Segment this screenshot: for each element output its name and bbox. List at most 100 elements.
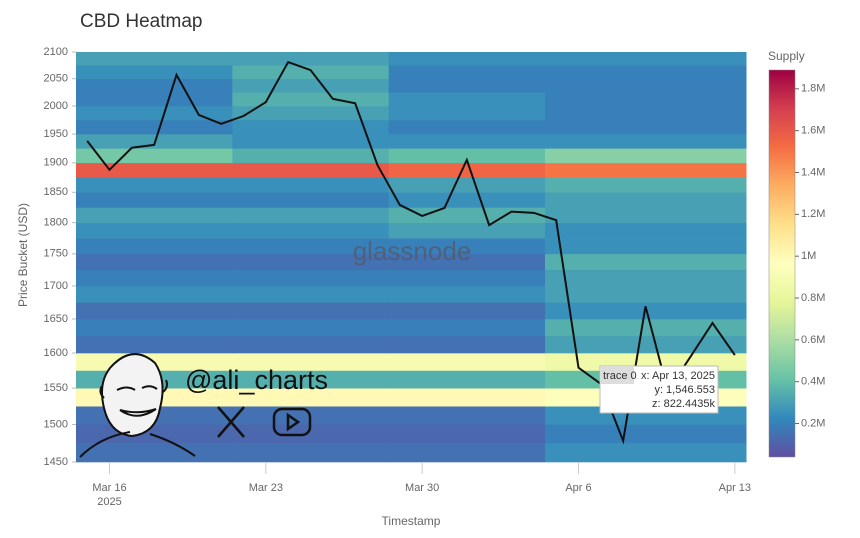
heatmap-cell	[545, 285, 747, 303]
heatmap-cell	[388, 285, 546, 303]
heatmap-cell	[388, 318, 546, 337]
y-tick-label: 1750	[44, 248, 68, 260]
y-tick-label: 1600	[44, 347, 68, 359]
heatmap-cell	[545, 192, 747, 208]
y-tick-label: 1900	[44, 157, 68, 169]
heatmap-cell	[545, 424, 747, 444]
colorbar-tick-label: 1.6M	[801, 125, 825, 137]
heatmap-cell	[388, 192, 546, 208]
heatmap-cell	[232, 52, 390, 66]
heatmap-cell	[76, 269, 233, 287]
colorbar-tick-label: 1.4M	[801, 166, 825, 178]
y-tick-label: 1850	[44, 186, 68, 198]
axes: 1450 1500 1550 1600 1650 1700 1750 1800 1850 1900…	[44, 46, 752, 508]
heatmap-cell	[388, 207, 546, 223]
heatmap-cell	[76, 78, 233, 93]
heatmap-cell	[76, 92, 233, 107]
heatmap-cell	[232, 134, 390, 149]
heatmap-cell	[76, 443, 233, 463]
heatmap-cell	[388, 52, 546, 66]
heatmap-cell	[76, 424, 233, 444]
heatmap-cell	[76, 302, 233, 320]
heatmap-cell	[232, 443, 390, 463]
tooltip-x: x: Apr 13, 2025	[641, 370, 715, 382]
heatmap-cell	[76, 253, 233, 271]
heatmap-cell	[545, 52, 747, 66]
y-tick-label: 1500	[44, 418, 68, 430]
heatmap-cell	[545, 92, 747, 107]
heatmap-cell	[388, 177, 546, 193]
heatmap-cell	[388, 222, 546, 239]
heatmap-cell	[76, 222, 233, 239]
heatmap-cell	[545, 148, 747, 164]
heatmap-cell	[545, 222, 747, 239]
y-tick-label: 1450	[44, 456, 68, 468]
tooltip-trace: trace 0	[603, 370, 637, 382]
avatar	[79, 353, 196, 458]
heatmap-cell	[545, 78, 747, 93]
tooltip: trace 0 x: Apr 13, 2025 y: 1,546.553 z: …	[599, 365, 719, 414]
heatmap-cell	[388, 269, 546, 287]
heatmap-cell	[545, 106, 747, 121]
y-tick-label: 1650	[44, 313, 68, 325]
handle: @ali_charts	[185, 365, 328, 395]
x-tick-label: Apr 6	[565, 482, 591, 494]
y-tick-label: 2100	[44, 46, 68, 58]
heatmap-cell	[232, 238, 390, 255]
heatmap-cell	[232, 78, 390, 93]
x-tick-label: Mar 30	[405, 482, 439, 494]
x-tick-label: Mar 16	[92, 482, 126, 494]
heatmap-cell	[232, 269, 390, 287]
heatmap-cell	[232, 370, 390, 389]
y-tick-label: 1800	[44, 217, 68, 229]
y-axis-title: Price Bucket (USD)	[16, 203, 30, 307]
heatmap-cell	[388, 78, 546, 93]
heatmap-cell	[76, 335, 233, 354]
colorbar-tick-label: 1M	[801, 250, 816, 262]
heatmap-cell	[232, 92, 390, 107]
x-tick-sublabel: 2025	[97, 496, 121, 508]
heatmap-cell	[545, 269, 747, 287]
heatmap-cell	[232, 192, 390, 208]
heatmap-cell	[232, 253, 390, 271]
price-line	[86, 60, 736, 445]
heatmap-cell	[232, 177, 390, 193]
social-icons	[217, 406, 312, 438]
heatmap-cell	[76, 207, 233, 223]
heatmap-cell	[232, 119, 390, 135]
heatmap-cell	[232, 318, 390, 337]
heatmap-cell	[545, 119, 747, 135]
heatmap-cell	[232, 207, 390, 223]
x-tick-label: Mar 23	[249, 482, 283, 494]
y-tick-label: 1700	[44, 280, 68, 292]
heatmap-cell	[76, 65, 233, 79]
heatmap-cell	[76, 285, 233, 303]
colorbar-tick-label: 0.4M	[801, 376, 825, 388]
heatmap-cell	[76, 162, 233, 178]
heatmap-cell	[232, 222, 390, 239]
heatmap-cell	[545, 443, 747, 463]
colorbar-tick-label: 0.8M	[801, 292, 825, 304]
heatmap-cell	[232, 148, 390, 164]
colorbar	[768, 69, 796, 458]
watermark: glassnode	[353, 236, 472, 266]
heatmap-cell	[388, 302, 546, 320]
colorbar-tick-label: 0.2M	[801, 417, 825, 429]
heatmap-cell	[232, 162, 390, 178]
heatmap-cell	[388, 162, 546, 178]
heatmap-cell	[388, 388, 546, 407]
heatmap-cell	[76, 106, 233, 121]
heatmap-cell	[545, 162, 747, 178]
heatmap-cell	[232, 65, 390, 79]
heatmap-cell	[388, 65, 546, 79]
heatmap-cell	[388, 238, 546, 255]
tooltip-z: z: 822.4435k	[652, 398, 715, 410]
heatmap-cell	[388, 253, 546, 271]
heatmap-cell	[388, 134, 546, 149]
heatmap-cell	[388, 443, 546, 463]
heatmap-cell	[76, 238, 233, 255]
heatmap-cell	[232, 335, 390, 354]
heatmap-cell	[76, 192, 233, 208]
tooltip-trace-box	[601, 367, 634, 384]
heatmap-cell	[545, 253, 747, 271]
